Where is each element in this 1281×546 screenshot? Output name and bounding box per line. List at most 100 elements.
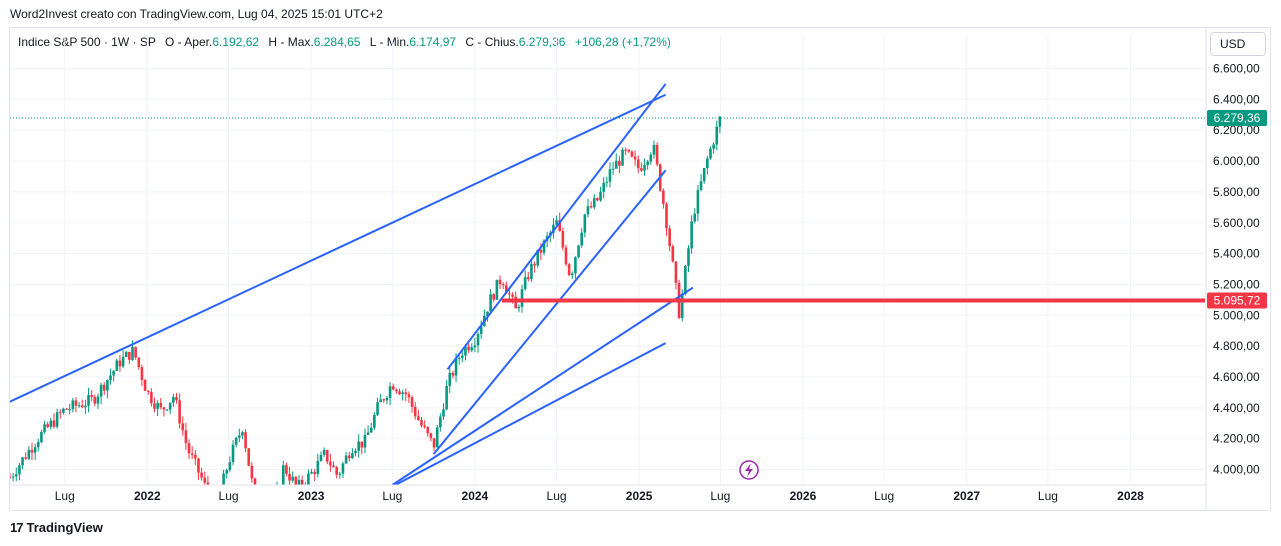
- candle-body: [410, 397, 414, 407]
- candle-body: [80, 405, 84, 408]
- candle-body: [344, 455, 348, 464]
- candle-body: [702, 167, 706, 182]
- candle-body: [404, 392, 408, 395]
- trendline[interactable]: [432, 169, 667, 455]
- candle-body: [479, 326, 483, 334]
- candle-body: [10, 477, 12, 479]
- candle-body: [190, 453, 194, 455]
- support-price-tag: [1207, 292, 1267, 309]
- candle-body: [526, 277, 530, 280]
- candle-body: [373, 414, 376, 428]
- candle-body: [143, 380, 147, 391]
- candle-body: [379, 399, 382, 403]
- candle-body: [325, 450, 329, 462]
- candle-body: [451, 372, 455, 376]
- candle-body: [194, 454, 197, 459]
- change-value: +106,28 (+1,72%): [574, 35, 671, 49]
- candle-body: [655, 145, 659, 165]
- candle-body: [231, 444, 235, 463]
- candle-body: [291, 476, 295, 481]
- candle-body: [586, 206, 590, 215]
- candle-body: [627, 149, 631, 152]
- currency-selector[interactable]: USD: [1210, 32, 1266, 56]
- candle-body: [99, 384, 103, 397]
- candle-body: [210, 494, 213, 507]
- candle-body: [382, 399, 386, 401]
- candle-body: [112, 370, 115, 376]
- candle-body: [718, 116, 722, 127]
- candle-body: [599, 191, 602, 201]
- candle-body: [674, 261, 678, 283]
- candle-body: [335, 467, 338, 475]
- candle-body: [329, 461, 332, 466]
- x-tick-label: 2027: [953, 489, 980, 503]
- candle-body: [200, 472, 203, 478]
- candle-body: [388, 386, 392, 398]
- candle-body: [633, 156, 637, 160]
- candle-body: [115, 360, 119, 371]
- trendline[interactable]: [391, 286, 694, 485]
- y-tick-label: 5.400,00: [1213, 247, 1260, 261]
- trendline[interactable]: [446, 83, 667, 370]
- candle-body: [172, 396, 175, 403]
- candle-body: [43, 424, 46, 433]
- low-value: 6.174,97: [409, 35, 457, 49]
- candle-body: [159, 402, 163, 408]
- candle-body: [360, 441, 364, 448]
- candle-body: [225, 469, 229, 474]
- candle-body: [602, 182, 605, 192]
- candle-body: [14, 474, 18, 477]
- tradingview-logo-icon: 17: [10, 520, 24, 535]
- trendline[interactable]: [0, 93, 667, 414]
- candle-body: [470, 347, 474, 351]
- candle-body: [564, 247, 568, 265]
- candle-body: [165, 409, 169, 411]
- candle-body: [140, 367, 144, 381]
- trendline[interactable]: [392, 342, 667, 486]
- x-tick-label: 2022: [134, 489, 161, 503]
- candle-body: [712, 144, 715, 149]
- candle-body: [376, 402, 379, 415]
- candle-body: [407, 394, 411, 398]
- candle-body: [555, 220, 558, 225]
- candle-body: [30, 449, 34, 453]
- candle-body: [55, 412, 59, 427]
- close-value: 6.279,36: [518, 35, 566, 49]
- candle-body: [574, 257, 577, 274]
- candle-body: [640, 168, 643, 171]
- candle-body: [351, 453, 354, 459]
- last-price-label: 6.279,36: [1214, 111, 1261, 125]
- candle-body: [137, 357, 141, 368]
- y-tick-label: 5.200,00: [1213, 277, 1260, 291]
- high-label: H - Max.: [268, 35, 314, 49]
- candle-body: [279, 487, 282, 488]
- y-tick-label: 4.000,00: [1213, 463, 1260, 477]
- footer-brand: 17 TradingView: [10, 520, 103, 535]
- candle-body: [257, 495, 260, 514]
- candle-body: [146, 390, 150, 392]
- candle-body: [517, 306, 521, 309]
- y-tick-label: 6.200,00: [1213, 123, 1260, 137]
- candle-body: [247, 448, 251, 466]
- candle-body: [156, 402, 159, 409]
- candle-body: [624, 149, 627, 151]
- candle-body: [426, 427, 430, 434]
- x-tick-label: 2026: [790, 489, 817, 503]
- x-tick-label: Lug: [547, 489, 567, 503]
- candle-body: [442, 409, 445, 417]
- candle-body: [18, 465, 21, 475]
- symbol-label[interactable]: Indice S&P 500 · 1W · SP: [18, 35, 156, 49]
- candle-body: [684, 266, 687, 295]
- candle-body: [96, 396, 100, 404]
- drawings-group: [0, 83, 1205, 486]
- candle-body: [608, 169, 612, 182]
- chart-legend: Indice S&P 500 · 1W · SP O - Aper.6.192,…: [18, 35, 671, 49]
- y-tick-label: 6.400,00: [1213, 92, 1260, 106]
- candle-body: [542, 240, 546, 253]
- candle-body: [699, 181, 703, 190]
- candle-body: [690, 221, 693, 249]
- candle-body: [461, 355, 464, 358]
- x-tick-label: 2023: [298, 489, 325, 503]
- candle-body: [464, 346, 467, 356]
